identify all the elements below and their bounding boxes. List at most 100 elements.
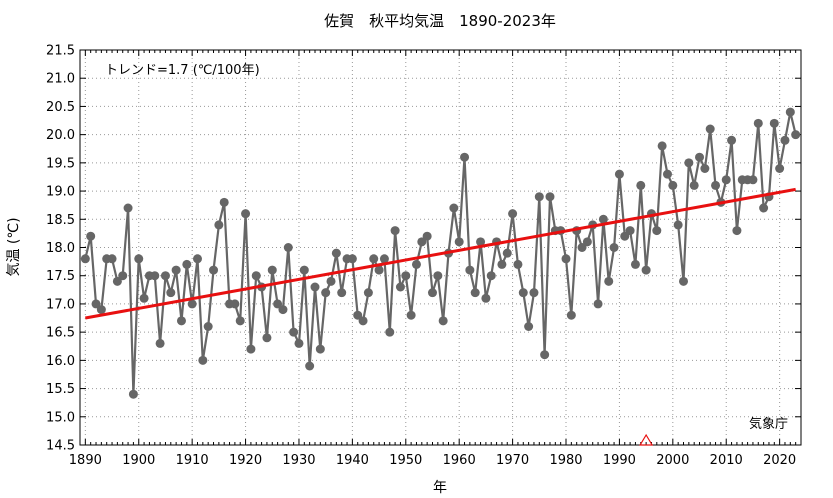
data-point-1909	[182, 259, 192, 269]
trend-line	[85, 187, 796, 320]
data-point-1908	[176, 316, 186, 326]
data-point-1916	[219, 197, 229, 207]
data-point-1903	[150, 271, 160, 281]
data-point-1906	[166, 288, 176, 298]
data-point-1925	[267, 265, 277, 275]
data-point-1905	[160, 271, 170, 281]
data-point-1988	[604, 276, 614, 286]
data-point-1949	[395, 282, 405, 292]
data-point-1989	[609, 243, 619, 252]
x-tick-label: 1950	[389, 453, 422, 468]
x-tick-label: 1920	[229, 453, 262, 468]
y-tick-label: 21.5	[46, 44, 75, 59]
data-point-1962	[465, 265, 475, 275]
y-tick-label: 16.0	[46, 354, 75, 369]
x-tick-label: 1900	[122, 453, 155, 468]
x-tick-label: 2020	[763, 453, 796, 468]
x-tick-label: 1930	[282, 453, 315, 468]
data-point-1898	[123, 203, 133, 213]
data-point-2007	[705, 124, 715, 134]
data-point-1998	[657, 141, 667, 151]
temperature-series-line	[84, 111, 797, 395]
data-point-1911	[192, 254, 202, 264]
data-point-1915	[214, 220, 224, 230]
data-point-2017	[759, 203, 769, 213]
data-point-1950	[401, 271, 411, 281]
data-point-1913	[203, 322, 213, 331]
data-point-1971	[513, 259, 523, 269]
data-point-1918	[230, 299, 240, 309]
data-point-1965	[481, 293, 491, 303]
data-point-1973	[524, 322, 534, 331]
data-point-1940	[347, 254, 357, 264]
data-point-1976	[540, 350, 550, 360]
y-axis-title: 気温 (℃)	[6, 217, 22, 276]
x-tick-label: 2010	[710, 453, 743, 468]
data-point-1937	[331, 248, 341, 258]
data-point-1953	[417, 237, 427, 247]
data-point-1904	[155, 338, 165, 348]
grid-lines	[80, 50, 801, 445]
data-point-1935	[321, 288, 331, 298]
data-point-1926	[273, 299, 283, 309]
data-point-1946	[379, 254, 389, 264]
data-point-1952	[411, 259, 421, 269]
data-point-1934	[315, 344, 325, 354]
data-point-1951	[406, 310, 416, 320]
data-point-2010	[721, 175, 731, 185]
data-point-1927	[278, 305, 288, 315]
data-point-2008	[711, 180, 721, 190]
data-point-1895	[107, 254, 117, 264]
data-point-1977	[545, 192, 555, 202]
data-point-1992	[625, 226, 635, 236]
data-point-1969	[502, 248, 512, 258]
data-point-2020	[775, 164, 785, 173]
data-point-1920	[241, 209, 251, 219]
data-point-1974	[529, 288, 539, 298]
data-point-1919	[235, 316, 245, 326]
data-point-1966	[486, 271, 496, 281]
data-point-1997	[652, 226, 662, 236]
data-point-2005	[695, 152, 705, 162]
data-point-1914	[209, 265, 219, 275]
axis-ticks: 14.5 15.0 15.5 16.0 16.5 17.0 17.5 18.0 18.5 19.0…	[46, 44, 802, 468]
data-point-2011	[727, 135, 737, 145]
x-tick-label: 1890	[69, 453, 102, 468]
data-point-1899	[128, 389, 138, 399]
data-point-1944	[369, 254, 379, 264]
data-point-1922	[251, 271, 261, 281]
data-point-1897	[118, 271, 128, 281]
data-point-2015	[748, 175, 758, 185]
data-point-1891	[86, 231, 96, 241]
triangle-marker	[639, 433, 654, 446]
data-point-1975	[534, 192, 544, 202]
data-point-1964	[476, 237, 486, 247]
chart-title: 佐賀 秋平均気温 1890-2023年	[324, 12, 556, 30]
y-tick-label: 18.0	[46, 241, 75, 256]
y-tick-label: 19.5	[46, 156, 75, 171]
x-tick-label: 1970	[496, 453, 529, 468]
x-tick-label: 1990	[603, 453, 636, 468]
data-point-1932	[305, 361, 315, 371]
data-point-1890	[80, 254, 90, 264]
data-point-1943	[363, 288, 373, 298]
data-point-1892	[91, 299, 101, 309]
data-point-1955	[427, 288, 437, 298]
data-point-1938	[337, 288, 347, 298]
data-point-2022	[785, 107, 795, 117]
y-tick-label: 14.5	[46, 439, 75, 454]
data-point-1931	[299, 265, 309, 275]
data-point-1942	[358, 316, 368, 326]
data-point-1986	[593, 299, 603, 309]
data-point-1981	[566, 310, 576, 320]
data-point-2001	[673, 220, 683, 230]
data-point-1947	[385, 327, 395, 337]
y-tick-label: 16.5	[46, 326, 75, 341]
y-tick-label: 15.5	[46, 382, 75, 397]
data-point-1991	[620, 231, 630, 241]
y-tick-label: 18.5	[46, 213, 75, 228]
data-point-1995	[641, 265, 651, 275]
data-point-2002	[679, 276, 689, 286]
y-tick-label: 17.0	[46, 297, 75, 312]
data-point-2004	[689, 180, 699, 190]
